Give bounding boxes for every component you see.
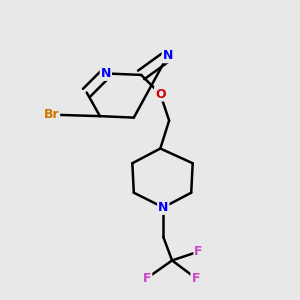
Text: F: F [143, 272, 151, 285]
Text: F: F [191, 272, 200, 285]
Text: N: N [163, 49, 173, 62]
Text: N: N [100, 67, 111, 80]
Text: F: F [194, 245, 203, 258]
Text: Br: Br [44, 108, 59, 121]
Text: N: N [158, 201, 168, 214]
Text: O: O [155, 88, 166, 100]
